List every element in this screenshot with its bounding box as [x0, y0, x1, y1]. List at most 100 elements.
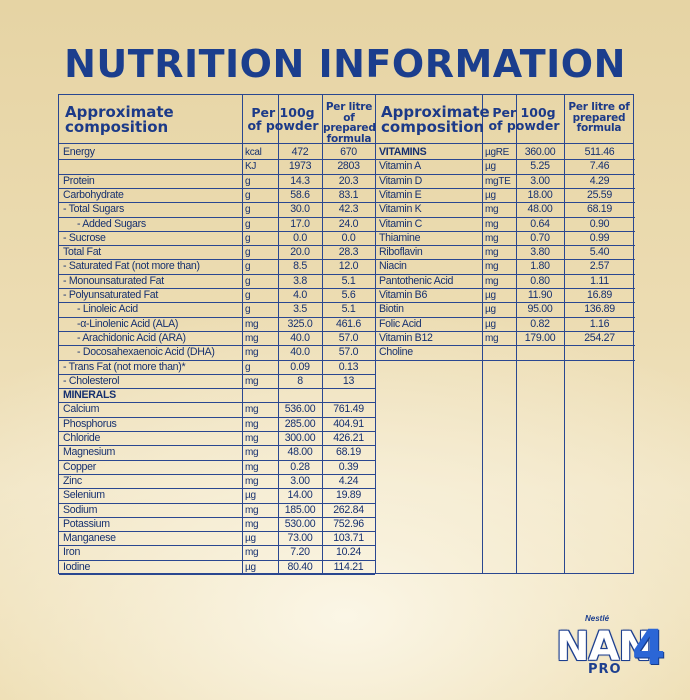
unit: mg [245, 404, 259, 416]
per-100g-value: 58.6 [290, 188, 310, 201]
unit: µg [245, 533, 256, 545]
nutrient-name: - Docosahexaenoic Acid (DHA) [77, 346, 215, 359]
unit: µg [485, 318, 496, 330]
per-100g-value: 73.00 [287, 532, 313, 545]
nutrient-name: Total Fat [63, 246, 101, 259]
unit: mg [485, 332, 499, 344]
table-row: - Docosahexaenoic Acid (DHA) mg 40.0 57.0 [59, 345, 375, 360]
table-row: KJ 1973 2803 [59, 159, 375, 174]
nutrient-name: - Total Sugars [63, 203, 124, 216]
page-title: NUTRITION INFORMATION [64, 42, 626, 86]
per-litre-value: 2.57 [589, 260, 610, 273]
table-row: Pantothenic Acid mg 0.80 1.11 [375, 274, 635, 289]
table-row: Energy kcal 472 670 [59, 145, 375, 160]
unit: mg [245, 332, 259, 344]
per-litre-value: 761.49 [333, 403, 364, 416]
table-row: Magnesium mg 48.00 68.19 [59, 445, 375, 460]
nutrition-table: Approximate composition Per 100g of powd… [58, 94, 635, 575]
unit: g [245, 275, 251, 287]
unit: KJ [245, 161, 257, 173]
nutrient-name: - Monounsaturated Fat [63, 274, 164, 287]
table-row: Chloride mg 300.00 426.21 [59, 431, 375, 446]
table-row: - Trans Fat (not more than)* g 0.09 0.13 [59, 360, 375, 375]
unit: mg [245, 475, 259, 487]
nutrient-name: Chloride [63, 432, 101, 444]
nutrient-name: Pantothenic Acid [379, 274, 454, 287]
per-100g-value [516, 345, 564, 360]
per-100g-value: 4.0 [293, 289, 307, 301]
per-litre-value: 426.21 [333, 432, 364, 444]
header-perlitre-left: Per litre of prepared formula [323, 101, 376, 145]
unit: mg [245, 447, 259, 459]
table-row: Vitamin D mgTE 3.00 4.29 [375, 174, 635, 189]
nutrient-name: VITAMINS [379, 146, 427, 158]
unit: µg [485, 304, 496, 316]
table-row: Vitamin E µg 18.00 25.59 [375, 188, 635, 203]
per-100g-value: 8.5 [293, 260, 307, 273]
nutrient-name: Vitamin A [379, 160, 421, 173]
table-row: Vitamin K mg 48.00 68.19 [375, 202, 635, 217]
nutrient-name: Iron [63, 546, 81, 559]
per-litre-value: 4.24 [338, 474, 359, 487]
per-100g-value: 3.00 [530, 174, 550, 187]
nutrient-name: Iodine [63, 560, 91, 573]
nutrient-name: Protein [63, 174, 95, 187]
table-row: Vitamin A µg 5.25 7.46 [375, 159, 635, 174]
table-row: Iodine µg 80.40 114.21 [59, 560, 375, 575]
unit: g [245, 189, 251, 201]
unit: g [245, 232, 251, 244]
nutrient-name: Biotin [379, 303, 404, 316]
nutrient-name: - Trans Fat (not more than)* [63, 360, 186, 373]
per-100g-value: 1.80 [530, 260, 550, 273]
per-100g-value: 3.8 [293, 274, 307, 287]
header-per100g-left: Per 100g of powder [247, 105, 319, 133]
table-row: - Polyunsaturated Fat g 4.0 5.6 [59, 288, 375, 303]
per-litre-value: 83.1 [338, 188, 359, 201]
per-litre-value: 5.6 [341, 289, 356, 301]
per-100g-value: 530.00 [284, 517, 316, 530]
per-litre-value: 254.27 [584, 331, 615, 344]
stage-number: 4 [632, 620, 666, 676]
per-litre-value: 5.1 [341, 274, 356, 287]
unit: g [245, 261, 251, 273]
per-litre-value: 5.1 [341, 303, 356, 316]
nutrient-name: Folic Acid [379, 317, 422, 330]
unit: mg [245, 547, 259, 559]
per-litre-value: 20.3 [338, 174, 359, 187]
per-100g-value: 11.90 [527, 289, 553, 301]
per-litre-value: 103.71 [333, 532, 364, 545]
table-row: Choline [375, 345, 635, 360]
table-row: Copper mg 0.28 0.39 [59, 460, 375, 475]
per-100g-value: 185.00 [284, 503, 316, 516]
nutrient-name: Vitamin B12 [379, 331, 433, 344]
nutrient-name: Niacin [379, 260, 407, 273]
nutrient-name: - Saturated Fat (not more than) [63, 260, 200, 273]
table-row: - Sucrose g 0.0 0.0 [59, 231, 375, 246]
per-100g-value: 95.00 [527, 303, 553, 316]
table-row: - Added Sugars g 17.0 24.0 [59, 217, 375, 232]
per-100g-value: 472 [291, 146, 309, 158]
per-litre-value: 16.89 [586, 289, 612, 301]
unit: mg [485, 247, 499, 259]
per-litre-value: 0.13 [338, 360, 359, 373]
table-row: - Total Sugars g 30.0 42.3 [59, 202, 375, 217]
per-100g-value: 285.00 [284, 417, 316, 430]
nutrient-name: Zinc [63, 474, 82, 487]
per-litre-value: 2803 [337, 160, 360, 173]
per-litre-value: 13 [342, 374, 355, 387]
per-100g-value: 0.64 [530, 217, 550, 230]
unit: µg [245, 561, 256, 573]
per-litre-value: 262.84 [333, 503, 364, 516]
per-litre-value: 7.46 [589, 160, 610, 173]
table-row: Potassium mg 530.00 752.96 [59, 517, 375, 532]
per-100g-value: 5.25 [530, 160, 550, 173]
unit: mg [245, 504, 259, 516]
per-litre-value: 68.19 [335, 446, 361, 459]
nutrient-name: -α-Linolenic Acid (ALA) [77, 317, 179, 330]
table-row: Folic Acid µg 0.82 1.16 [375, 317, 635, 332]
per-litre-value: 0.39 [338, 460, 359, 473]
unit: kcal [245, 147, 262, 158]
unit: mg [245, 375, 259, 387]
unit: mg [485, 218, 499, 230]
unit: g [245, 218, 251, 230]
